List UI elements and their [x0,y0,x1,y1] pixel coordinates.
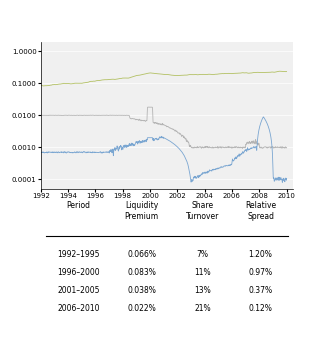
Text: Period: Period [67,201,91,210]
Text: 11%: 11% [194,268,211,277]
Text: 1996–2000: 1996–2000 [57,268,100,277]
Text: 0.97%: 0.97% [248,268,273,277]
Text: 21%: 21% [194,304,211,313]
Text: Share
Turnover: Share Turnover [186,201,219,221]
Text: 0.038%: 0.038% [127,286,156,295]
Text: 0.022%: 0.022% [127,304,156,313]
Text: 7%: 7% [197,250,208,259]
Text: 2006–2010: 2006–2010 [57,304,100,313]
Text: Relative
Spread: Relative Spread [245,201,276,221]
Text: 1992–1995: 1992–1995 [57,250,100,259]
Text: 0.12%: 0.12% [249,304,273,313]
Text: 0.083%: 0.083% [127,268,156,277]
Text: 2001–2005: 2001–2005 [57,286,100,295]
Text: 13%: 13% [194,286,211,295]
Text: Liquidity
Premium: Liquidity Premium [125,201,159,221]
Text: 0.066%: 0.066% [127,250,156,259]
Text: 0.37%: 0.37% [248,286,273,295]
Text: 1.20%: 1.20% [249,250,273,259]
